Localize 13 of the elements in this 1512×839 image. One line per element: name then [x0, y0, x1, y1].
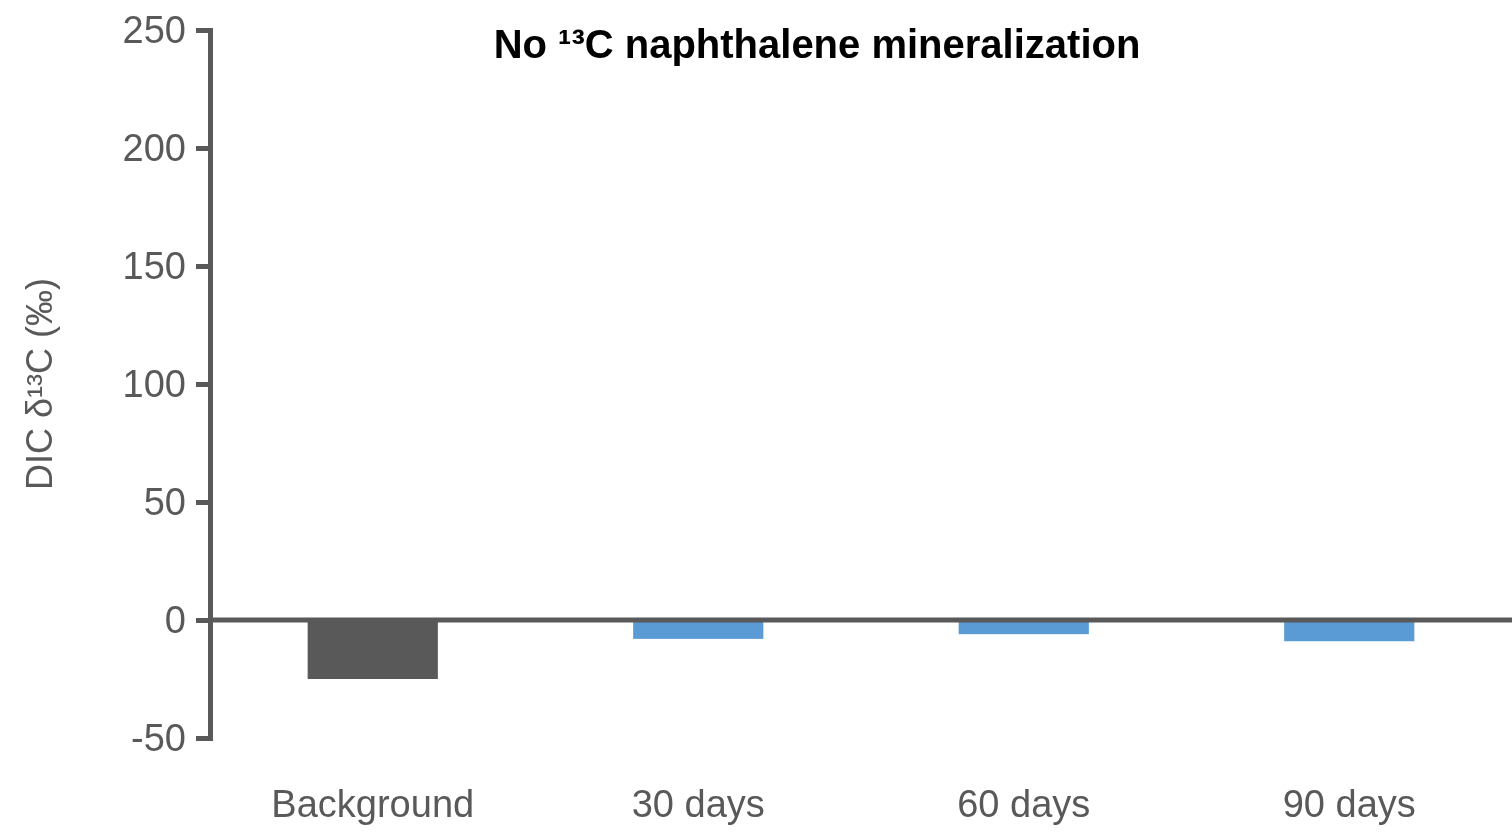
y-tick-label: 150 [122, 244, 186, 287]
x-tick-label: 60 days [957, 782, 1091, 825]
y-tick-label: 200 [122, 126, 186, 169]
chart-title: No ¹³C naphthalene mineralization [493, 22, 1141, 66]
y-tick-label: 0 [164, 598, 186, 641]
y-tick-label: 50 [143, 480, 186, 523]
y-axis-title: DIC δ¹³C (‰) [19, 278, 60, 490]
y-tick-label: 100 [122, 362, 186, 405]
x-tick-label: 90 days [1282, 782, 1416, 825]
y-tick-label: -50 [131, 716, 186, 759]
x-tick-label: 30 days [631, 782, 765, 825]
y-tick-label: 250 [122, 8, 186, 51]
x-tick-label: Background [271, 782, 475, 825]
